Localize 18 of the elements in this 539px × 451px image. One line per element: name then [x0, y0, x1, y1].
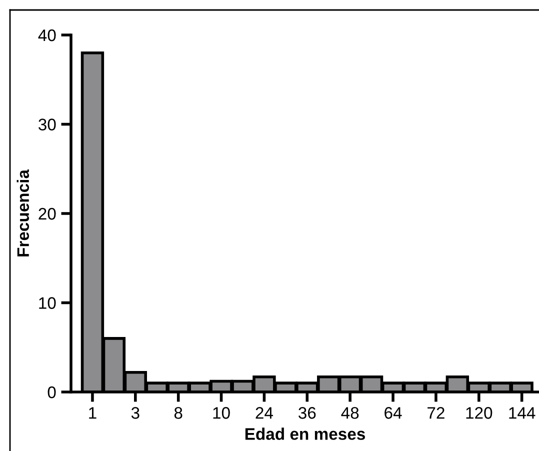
x-tick-label: 120 [466, 407, 492, 419]
x-tick-label: 64 [384, 407, 402, 419]
x-tick-label: 24 [256, 407, 273, 419]
y-tick-label: 20 [38, 208, 56, 220]
x-tick-label: 48 [341, 407, 359, 419]
y-tick-label: 40 [38, 29, 56, 42]
y-axis-title: Frecuencia [16, 169, 30, 256]
y-tick-label: 30 [38, 118, 56, 130]
y-tick-label: 10 [39, 297, 56, 309]
x-tick-label: 144 [509, 407, 536, 419]
x-tick-label: 36 [298, 407, 316, 419]
x-tick-label: 72 [428, 407, 444, 419]
x-tick-label: 8 [174, 407, 182, 419]
y-tick-label: 0 [48, 386, 56, 398]
x-axis-title: Edad en meses [245, 428, 365, 440]
x-tick-label: 1 [89, 407, 96, 419]
x-tick-label: 10 [213, 407, 230, 419]
x-tick-label: 3 [131, 407, 140, 419]
